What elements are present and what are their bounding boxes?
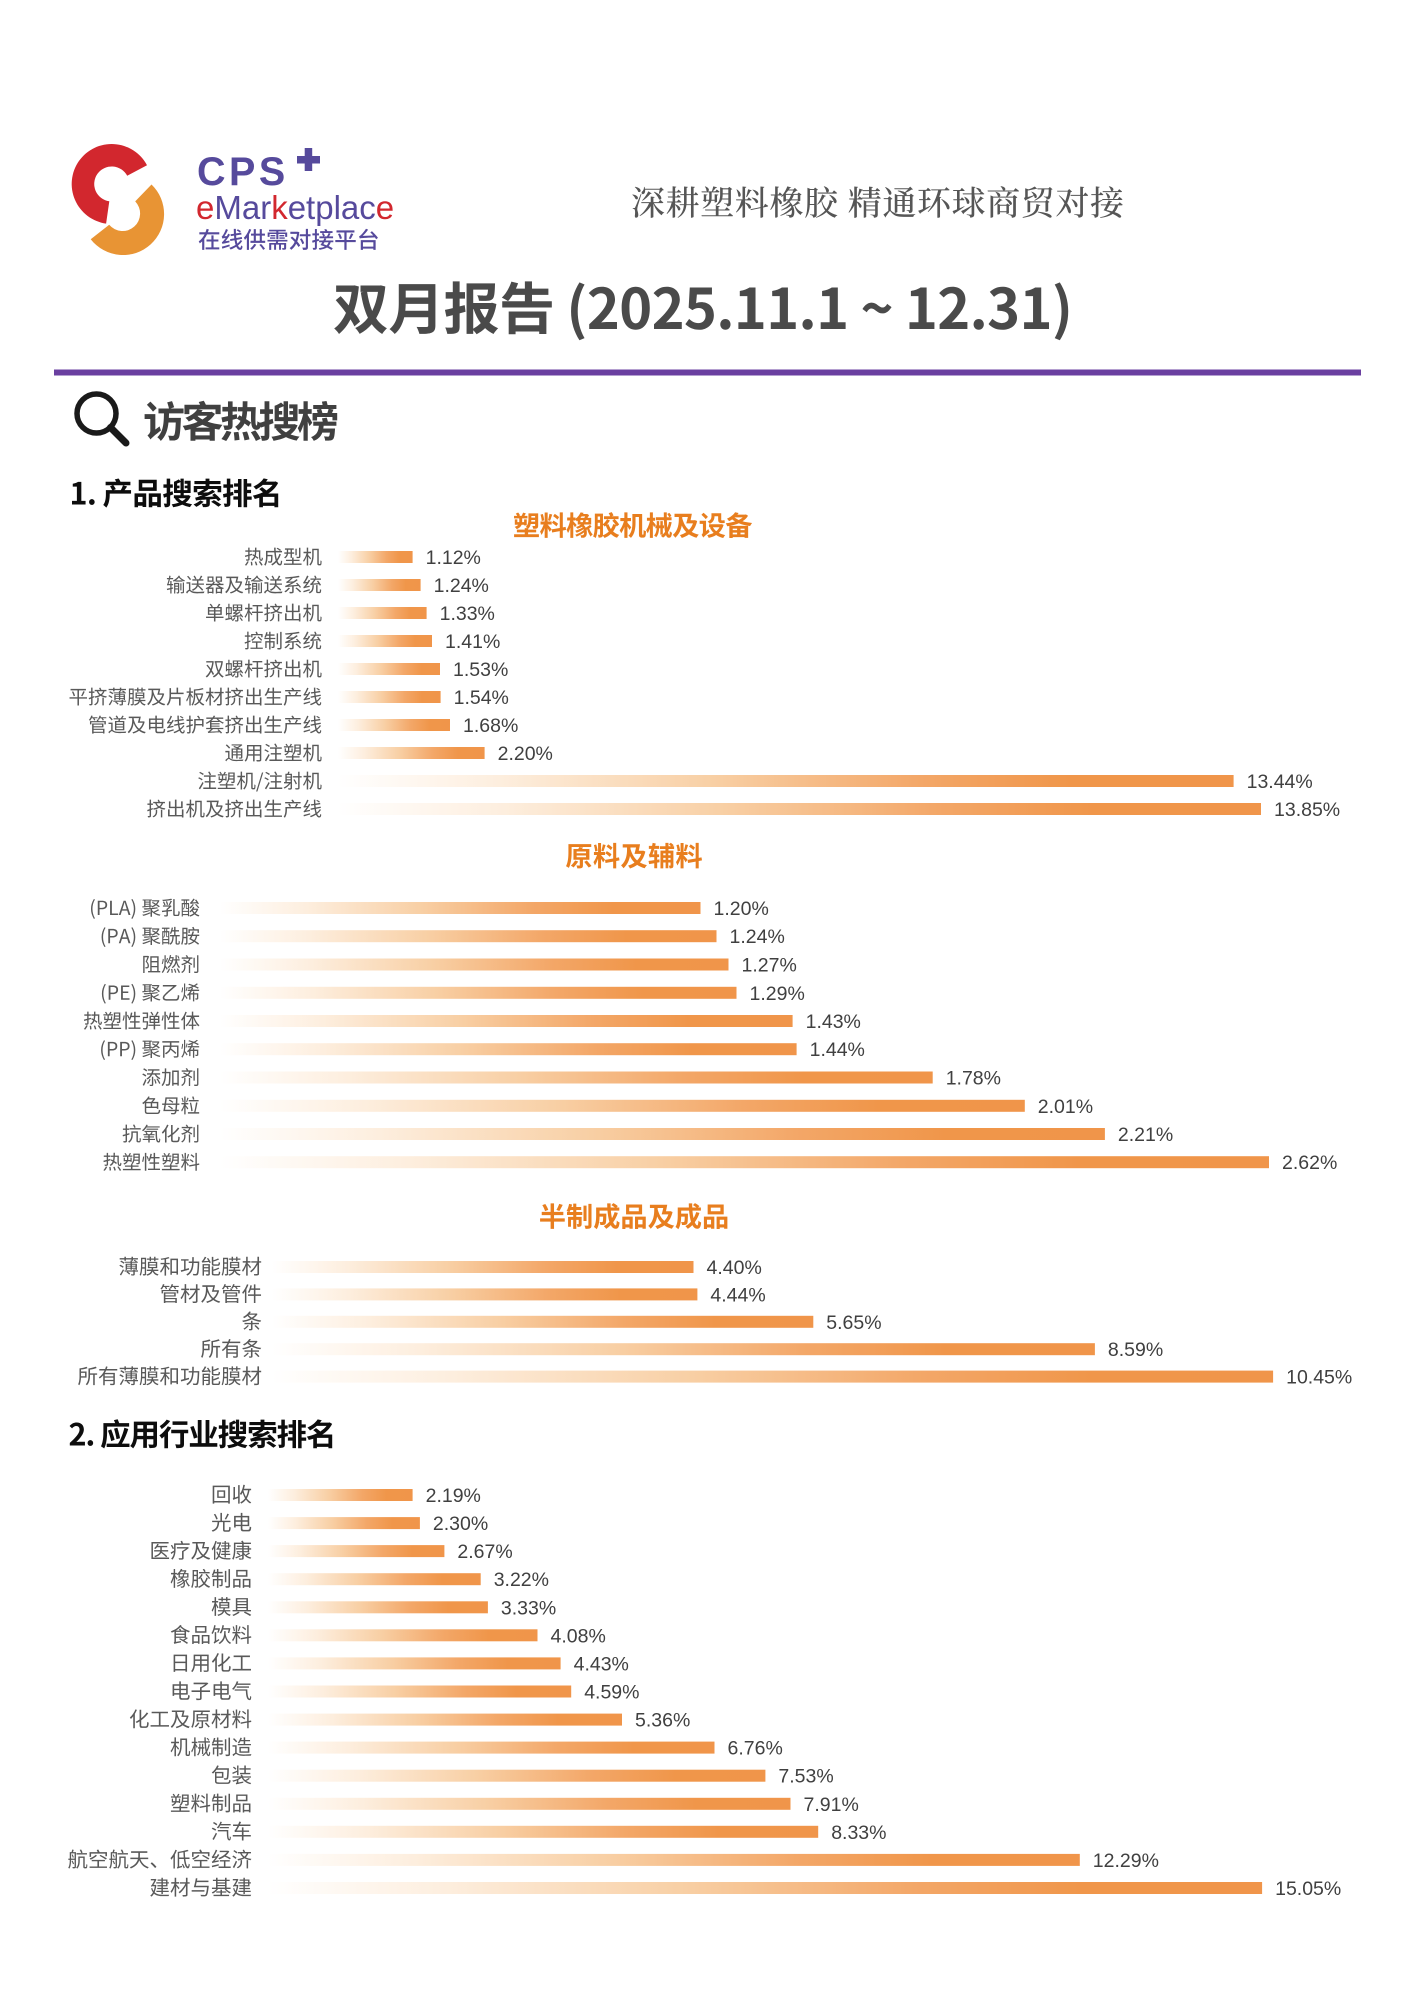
svg-text:4.43%: 4.43% bbox=[574, 1653, 629, 1675]
svg-text:2.20%: 2.20% bbox=[498, 743, 553, 765]
svg-text:15.05%: 15.05% bbox=[1275, 1878, 1341, 1900]
svg-text:1.44%: 1.44% bbox=[810, 1039, 865, 1061]
svg-text:1.20%: 1.20% bbox=[714, 898, 769, 920]
svg-text:7.53%: 7.53% bbox=[778, 1766, 833, 1788]
svg-text:12.29%: 12.29% bbox=[1093, 1850, 1159, 1872]
svg-text:4.44%: 4.44% bbox=[710, 1284, 765, 1306]
svg-text:13.85%: 13.85% bbox=[1274, 799, 1340, 821]
svg-text:1.24%: 1.24% bbox=[730, 926, 785, 948]
svg-text:1.54%: 1.54% bbox=[454, 687, 509, 709]
svg-text:1.29%: 1.29% bbox=[750, 983, 805, 1005]
svg-text:1.53%: 1.53% bbox=[453, 659, 508, 681]
svg-text:5.36%: 5.36% bbox=[635, 1710, 690, 1732]
svg-text:5.65%: 5.65% bbox=[826, 1312, 881, 1334]
svg-text:2.01%: 2.01% bbox=[1038, 1096, 1093, 1118]
svg-text:eMarketplace: eMarketplace bbox=[196, 189, 394, 226]
svg-text:1.33%: 1.33% bbox=[440, 603, 495, 625]
svg-text:2.19%: 2.19% bbox=[426, 1485, 481, 1507]
svg-text:2.67%: 2.67% bbox=[457, 1541, 512, 1563]
svg-text:1.12%: 1.12% bbox=[426, 547, 481, 569]
svg-text:8.59%: 8.59% bbox=[1108, 1339, 1163, 1361]
svg-text:2.62%: 2.62% bbox=[1282, 1152, 1337, 1174]
svg-text:6.76%: 6.76% bbox=[728, 1738, 783, 1760]
svg-text:8.33%: 8.33% bbox=[831, 1822, 886, 1844]
svg-text:2.30%: 2.30% bbox=[433, 1513, 488, 1535]
svg-text:4.40%: 4.40% bbox=[707, 1257, 762, 1279]
svg-text:13.44%: 13.44% bbox=[1247, 771, 1313, 793]
svg-text:1.41%: 1.41% bbox=[445, 631, 500, 653]
svg-text:1.24%: 1.24% bbox=[434, 575, 489, 597]
svg-text:1.27%: 1.27% bbox=[742, 955, 797, 977]
svg-text:4.08%: 4.08% bbox=[551, 1625, 606, 1647]
svg-text:1.43%: 1.43% bbox=[806, 1011, 861, 1033]
svg-text:1.68%: 1.68% bbox=[463, 715, 518, 737]
svg-text:7.91%: 7.91% bbox=[804, 1794, 859, 1816]
svg-text:1.78%: 1.78% bbox=[946, 1068, 1001, 1090]
svg-text:10.45%: 10.45% bbox=[1286, 1367, 1352, 1389]
svg-text:2.21%: 2.21% bbox=[1118, 1124, 1173, 1146]
svg-text:4.59%: 4.59% bbox=[584, 1682, 639, 1704]
svg-text:3.22%: 3.22% bbox=[494, 1569, 549, 1591]
svg-text:3.33%: 3.33% bbox=[501, 1597, 556, 1619]
svg-text:CPS: CPS bbox=[197, 150, 289, 194]
